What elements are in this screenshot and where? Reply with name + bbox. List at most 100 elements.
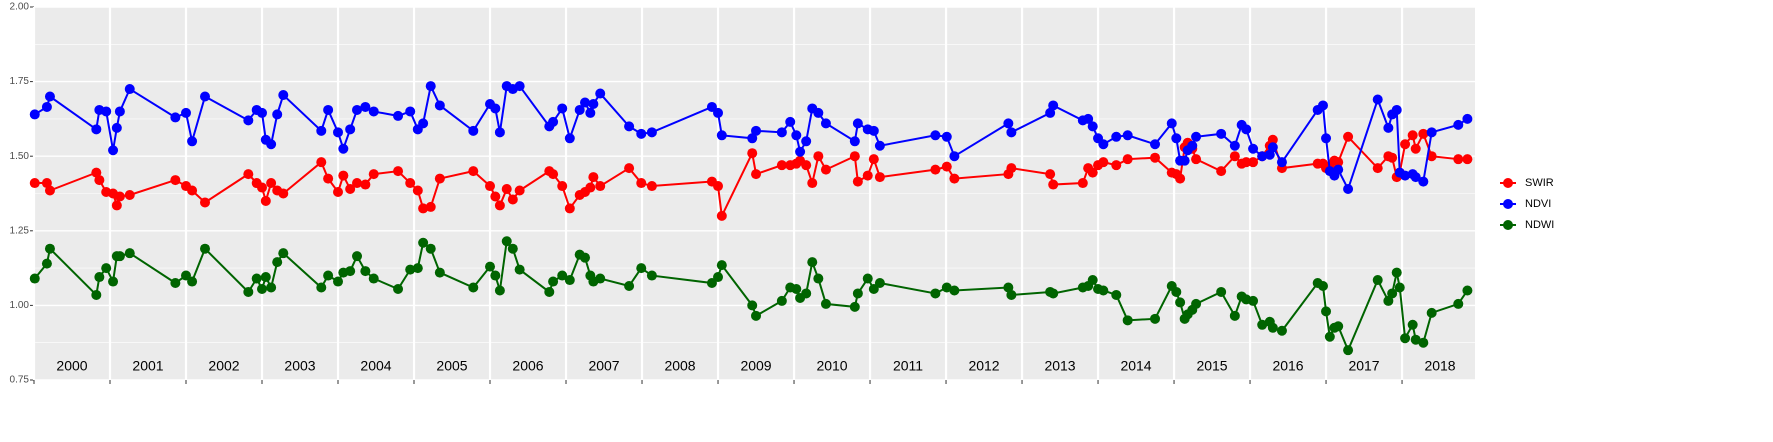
data-point xyxy=(713,272,724,283)
data-point xyxy=(585,107,596,118)
data-point xyxy=(716,210,727,221)
data-point xyxy=(200,243,211,254)
data-point xyxy=(941,282,952,293)
data-point xyxy=(1391,104,1402,115)
data-point xyxy=(1343,131,1354,142)
data-point xyxy=(1400,170,1411,181)
data-point xyxy=(820,118,831,129)
data-point xyxy=(485,261,496,272)
data-point xyxy=(1400,139,1411,150)
data-point xyxy=(1098,157,1109,168)
data-point xyxy=(801,136,812,147)
data-point xyxy=(1407,319,1418,330)
data-point xyxy=(170,112,181,123)
data-point xyxy=(243,169,254,180)
data-point xyxy=(170,278,181,289)
y-tick-label: 0.75 xyxy=(10,375,30,386)
data-point xyxy=(44,243,55,254)
data-point xyxy=(1426,307,1437,318)
data-point xyxy=(874,172,885,183)
data-point xyxy=(949,285,960,296)
data-point xyxy=(795,146,806,157)
data-point xyxy=(1191,298,1202,309)
data-point xyxy=(251,273,262,284)
data-point xyxy=(1098,139,1109,150)
data-point xyxy=(501,184,512,195)
data-point xyxy=(1087,275,1098,286)
data-point xyxy=(1098,285,1109,296)
data-point xyxy=(501,236,512,247)
data-point xyxy=(368,273,379,284)
y-tick-label: 1.00 xyxy=(10,300,30,311)
data-point xyxy=(1462,113,1473,124)
data-point xyxy=(1175,297,1186,308)
data-point xyxy=(1229,310,1240,321)
data-point xyxy=(278,90,289,101)
data-point xyxy=(564,275,575,286)
data-point xyxy=(101,106,112,117)
data-point xyxy=(636,263,647,274)
data-point xyxy=(1276,325,1287,336)
data-point xyxy=(1407,130,1418,141)
data-point xyxy=(548,116,559,127)
data-point xyxy=(813,151,824,162)
data-point xyxy=(1321,133,1332,144)
data-point xyxy=(494,285,505,296)
data-point xyxy=(1216,166,1227,177)
data-point xyxy=(405,264,416,275)
data-point xyxy=(791,283,802,294)
data-point xyxy=(44,91,55,102)
data-point xyxy=(1083,113,1094,124)
data-point xyxy=(1077,178,1088,189)
data-point xyxy=(200,197,211,208)
data-point xyxy=(108,276,119,287)
year-label: 2015 xyxy=(1196,358,1227,374)
data-point xyxy=(1267,322,1278,333)
data-point xyxy=(266,139,277,150)
legend-label: NDWI xyxy=(1525,219,1554,231)
data-point xyxy=(852,118,863,129)
data-point xyxy=(101,263,112,274)
data-point xyxy=(1453,154,1464,165)
year-label: 2000 xyxy=(56,358,87,374)
data-point xyxy=(751,169,762,180)
data-point xyxy=(849,136,860,147)
data-point xyxy=(1229,151,1240,162)
data-point xyxy=(930,130,941,141)
data-point xyxy=(418,203,429,214)
data-point xyxy=(1410,334,1421,345)
data-point xyxy=(1426,127,1437,138)
data-point xyxy=(114,191,125,202)
data-point xyxy=(1372,275,1383,286)
data-point xyxy=(1006,163,1017,174)
data-point xyxy=(1410,143,1421,154)
data-point xyxy=(316,125,327,136)
data-point xyxy=(1333,164,1344,175)
data-point xyxy=(360,101,371,112)
data-point xyxy=(91,124,102,135)
data-point xyxy=(1122,154,1133,165)
data-point xyxy=(1111,131,1122,142)
year-label: 2009 xyxy=(740,358,771,374)
data-point xyxy=(266,282,277,293)
data-point xyxy=(747,148,758,159)
data-point xyxy=(468,166,479,177)
data-point xyxy=(94,272,105,283)
data-point xyxy=(820,164,831,175)
data-point xyxy=(393,110,404,121)
data-point xyxy=(868,154,879,165)
data-point xyxy=(494,200,505,211)
data-point xyxy=(1179,155,1190,166)
data-point xyxy=(1191,131,1202,142)
data-point xyxy=(29,273,40,284)
data-point xyxy=(580,252,591,263)
data-point xyxy=(514,185,525,196)
data-point xyxy=(434,100,445,111)
data-point xyxy=(272,109,283,120)
data-point xyxy=(580,97,591,108)
data-point xyxy=(434,267,445,278)
data-point xyxy=(425,201,436,212)
data-point xyxy=(1216,286,1227,297)
data-point xyxy=(393,283,404,294)
year-label: 2018 xyxy=(1424,358,1455,374)
